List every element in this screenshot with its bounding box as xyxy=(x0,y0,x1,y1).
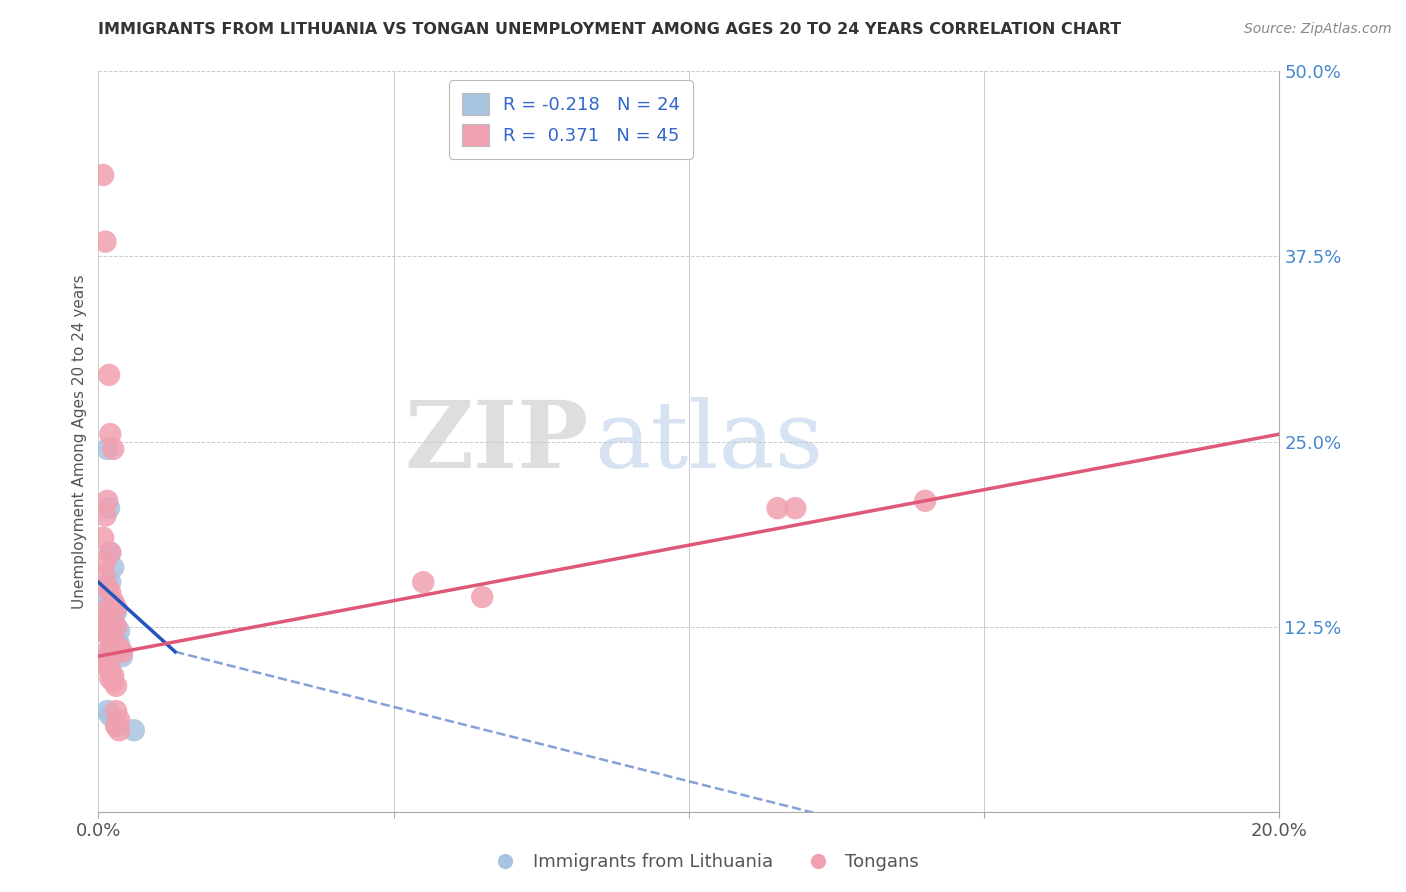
Point xyxy=(96,645,118,659)
Point xyxy=(91,168,114,182)
Legend: R = -0.218   N = 24, R =  0.371   N = 45: R = -0.218 N = 24, R = 0.371 N = 45 xyxy=(449,80,693,159)
Point xyxy=(96,627,118,641)
Point xyxy=(96,627,118,641)
Point xyxy=(96,659,118,673)
Point xyxy=(103,600,125,615)
Point xyxy=(914,493,936,508)
Point xyxy=(105,600,128,615)
Point xyxy=(98,708,121,723)
Point xyxy=(98,664,121,678)
Text: ZIP: ZIP xyxy=(405,397,589,486)
Point xyxy=(98,672,121,686)
Point xyxy=(105,639,128,653)
Point xyxy=(93,654,115,668)
Point xyxy=(105,619,128,633)
Point xyxy=(98,427,121,442)
Point xyxy=(105,719,128,733)
Point xyxy=(108,641,131,656)
Point xyxy=(98,615,121,630)
Point xyxy=(122,723,145,738)
Point xyxy=(766,501,789,516)
Point xyxy=(108,637,131,651)
Point xyxy=(98,630,121,644)
Point xyxy=(96,493,118,508)
Point xyxy=(96,704,118,718)
Point xyxy=(105,619,128,633)
Point xyxy=(108,624,131,638)
Point xyxy=(105,679,128,693)
Y-axis label: Unemployment Among Ages 20 to 24 years: Unemployment Among Ages 20 to 24 years xyxy=(72,274,87,609)
Point xyxy=(93,624,115,638)
Point xyxy=(111,649,134,664)
Point xyxy=(93,605,115,619)
Text: Source: ZipAtlas.com: Source: ZipAtlas.com xyxy=(1244,22,1392,37)
Point xyxy=(105,634,128,648)
Point xyxy=(471,590,494,604)
Point xyxy=(98,630,121,644)
Point xyxy=(98,368,121,382)
Text: IMMIGRANTS FROM LITHUANIA VS TONGAN UNEMPLOYMENT AMONG AGES 20 TO 24 YEARS CORRE: IMMIGRANTS FROM LITHUANIA VS TONGAN UNEM… xyxy=(98,22,1122,37)
Point xyxy=(103,634,125,648)
Point xyxy=(103,560,125,574)
Point xyxy=(94,508,117,523)
Point xyxy=(98,585,121,599)
Point xyxy=(98,546,121,560)
Point xyxy=(98,649,121,664)
Point xyxy=(98,501,121,516)
Point xyxy=(785,501,807,516)
Legend: Immigrants from Lithuania, Tongans: Immigrants from Lithuania, Tongans xyxy=(481,847,925,879)
Point xyxy=(105,719,128,733)
Point xyxy=(103,609,125,624)
Point xyxy=(98,598,121,612)
Point xyxy=(94,235,117,249)
Point xyxy=(96,580,118,594)
Point xyxy=(91,531,114,545)
Point xyxy=(103,594,125,608)
Point xyxy=(93,567,115,582)
Point xyxy=(98,645,121,659)
Point xyxy=(103,442,125,456)
Point xyxy=(96,609,118,624)
Point xyxy=(98,612,121,626)
Point xyxy=(96,590,118,604)
Point xyxy=(98,546,121,560)
Point xyxy=(96,442,118,456)
Point xyxy=(98,575,121,590)
Point xyxy=(108,723,131,738)
Point xyxy=(105,704,128,718)
Point xyxy=(105,605,128,619)
Point xyxy=(93,556,115,570)
Point xyxy=(103,674,125,689)
Point xyxy=(111,645,134,659)
Point xyxy=(103,615,125,630)
Point xyxy=(98,619,121,633)
Point xyxy=(108,713,131,727)
Point xyxy=(103,668,125,682)
Point xyxy=(412,575,434,590)
Text: atlas: atlas xyxy=(595,397,824,486)
